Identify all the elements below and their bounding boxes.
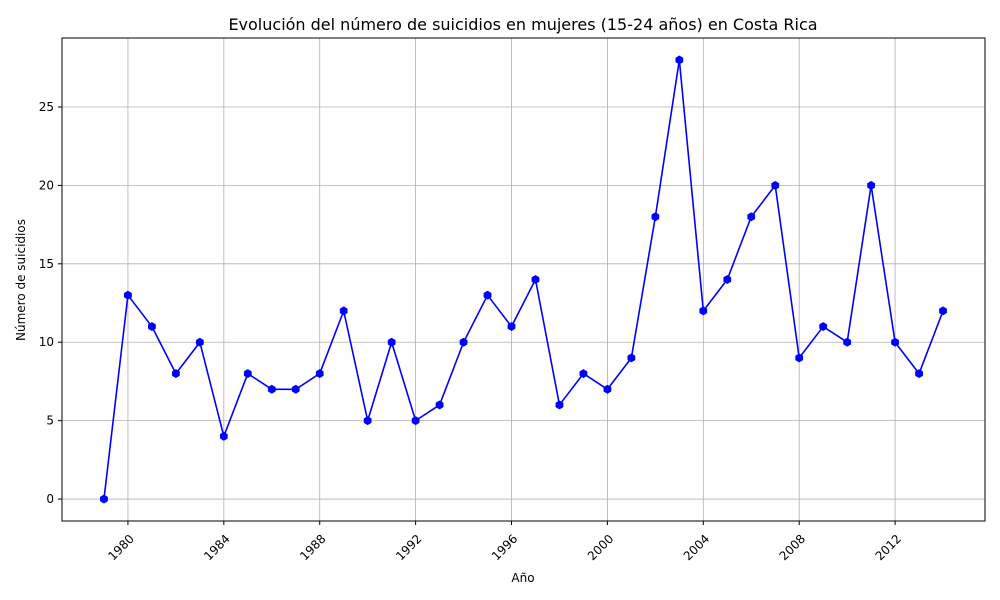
data-point <box>411 416 420 426</box>
data-point <box>843 337 852 347</box>
data-point <box>915 369 923 379</box>
data-point <box>291 384 300 394</box>
data-point <box>435 400 444 410</box>
data-point <box>675 55 684 65</box>
data-point <box>771 180 780 190</box>
x-tick-label: 2008 <box>777 532 808 563</box>
y-tick-label: 10 <box>39 335 54 349</box>
data-point <box>459 337 468 347</box>
data-point <box>747 212 756 222</box>
series-line <box>103 59 944 500</box>
x-tick-label: 1992 <box>393 532 424 563</box>
data-point <box>243 369 252 379</box>
data-point <box>819 322 828 332</box>
x-tick-label: 1980 <box>105 532 136 563</box>
x-tick-label: 1988 <box>297 532 328 563</box>
gridlines <box>62 38 985 521</box>
data-point <box>603 384 612 394</box>
data-point <box>891 337 899 347</box>
x-tick-label: 1984 <box>201 532 232 563</box>
data-point <box>651 212 660 222</box>
chart-title: Evolución del número de suicidios en muj… <box>228 15 817 34</box>
series-layer <box>100 55 947 504</box>
data-point <box>627 353 636 363</box>
x-tick-label: 2000 <box>585 532 616 563</box>
data-point <box>219 431 228 441</box>
data-point <box>148 322 156 332</box>
y-tick-label: 0 <box>46 492 54 506</box>
y-tick-label: 20 <box>39 178 54 192</box>
data-point <box>555 400 564 410</box>
data-point <box>315 369 324 379</box>
data-point <box>100 494 108 504</box>
data-point <box>795 353 804 363</box>
data-point <box>483 290 492 300</box>
data-point <box>124 290 132 300</box>
y-tick-label: 5 <box>46 414 54 428</box>
x-tick-label: 2012 <box>873 532 904 563</box>
y-tick-label: 25 <box>39 100 54 114</box>
data-point <box>171 369 180 379</box>
plot-frame <box>61 37 986 522</box>
x-tick-label: 2004 <box>681 532 712 563</box>
data-point <box>867 180 876 190</box>
x-axis-label: Año <box>511 571 534 585</box>
data-point <box>363 416 372 426</box>
data-point <box>339 306 348 316</box>
y-axis-label: Número de suicidios <box>14 219 28 341</box>
data-point <box>579 369 588 379</box>
data-point <box>939 306 947 316</box>
data-point <box>195 337 204 347</box>
data-point <box>267 384 276 394</box>
x-tick-label: 1996 <box>489 532 520 563</box>
data-point <box>507 322 516 332</box>
data-point <box>699 306 708 316</box>
data-point <box>723 275 732 284</box>
data-point <box>531 275 540 284</box>
y-tick-label: 15 <box>39 257 54 271</box>
data-point <box>387 337 396 347</box>
